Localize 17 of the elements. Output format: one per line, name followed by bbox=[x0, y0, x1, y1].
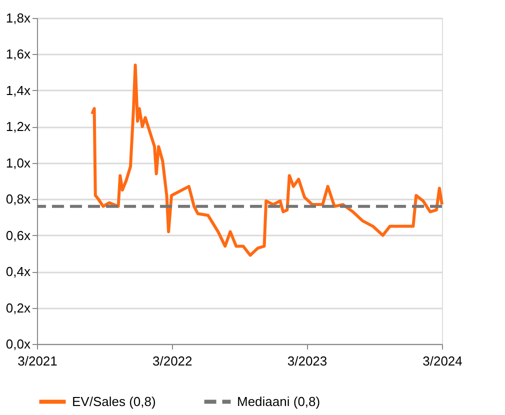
x-tick-label: 3/2022 bbox=[152, 354, 192, 368]
y-tick-label: 1,4x bbox=[6, 82, 31, 98]
y-tick-label: 1,6x bbox=[6, 46, 31, 62]
y-tick-label: 0,4x bbox=[6, 264, 31, 280]
x-tick-label: 3/2021 bbox=[18, 354, 58, 368]
y-tick-label: 0,8x bbox=[6, 192, 31, 207]
y-tick-label: 1,0x bbox=[6, 155, 31, 170]
y-tick-label: 0,2x bbox=[6, 300, 31, 316]
line-series bbox=[90, 64, 444, 257]
y-tick-label: 0,6x bbox=[6, 228, 31, 243]
legend-label: EV/Sales (0,8) bbox=[72, 394, 156, 409]
x-tick-label: 3/2023 bbox=[287, 354, 328, 368]
x-tick-label: 3/2024 bbox=[422, 354, 462, 368]
y-tick-label: 0,0x bbox=[6, 336, 31, 352]
y-tick-label: 1,8x bbox=[6, 10, 31, 26]
y-tick-label: 1,2x bbox=[6, 119, 31, 134]
legend-label: Mediaani (0,8) bbox=[237, 394, 320, 409]
